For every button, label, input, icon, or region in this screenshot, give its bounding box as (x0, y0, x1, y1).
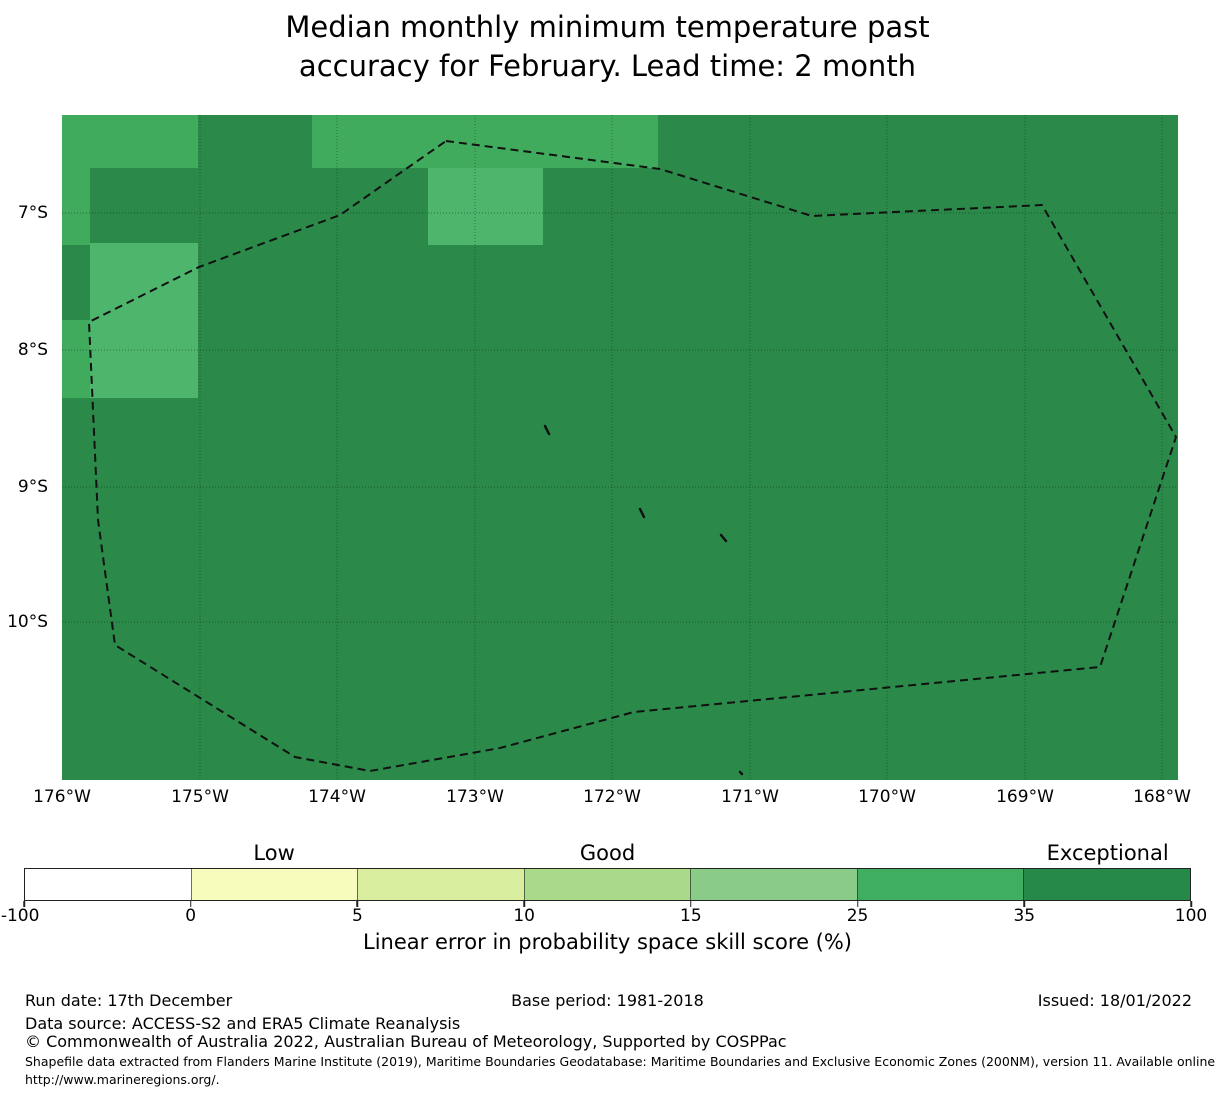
island-mark (738, 770, 744, 776)
eez-boundary-line (88, 140, 1177, 772)
colorbar-category-label: Exceptional (1046, 841, 1169, 865)
skill-cell-patch (62, 168, 90, 245)
colorbar-tickmark (690, 901, 692, 907)
skill-cell-patch (62, 115, 198, 168)
colorbar-tick-label: 100 (1174, 906, 1208, 926)
x-tick-label: 175°W (171, 787, 229, 807)
colorbar-segment (523, 869, 691, 900)
y-tick-label: 9°S (17, 477, 48, 497)
colorbar-category-label: Low (253, 841, 295, 865)
x-tick-label: 171°W (721, 787, 779, 807)
colorbar-segment (1023, 869, 1191, 900)
y-tick-label: 8°S (17, 340, 48, 360)
meta-row: Run date: 17th December Base period: 198… (0, 991, 1215, 1011)
y-tick-label: 10°S (7, 612, 48, 632)
colorbar-category-labels: Low Good Exceptional (24, 841, 1191, 867)
colorbar-tick-label: 10 (513, 906, 535, 926)
x-tick-label: 174°W (308, 787, 366, 807)
colorbar-tickmark (23, 901, 25, 907)
x-axis-ticks: 176°W 175°W 174°W 173°W 172°W 171°W 170°W 169°W… (33, 787, 1191, 809)
colorbar-axis-label: Linear error in probability space skill … (363, 930, 852, 954)
y-axis-ticks: 7°S 8°S 9°S 10°S (0, 115, 48, 780)
shapefile-note-line-2: http://www.marineregions.org/. (25, 1072, 220, 1087)
colorbar-tickmark (1023, 901, 1026, 907)
map-svg (62, 115, 1178, 780)
island-mark (719, 533, 728, 543)
island-mark (543, 424, 551, 436)
x-tick-label: 168°W (1133, 787, 1191, 807)
colorbar-tick-label: 15 (680, 906, 702, 926)
colorbar-tickmark (356, 901, 359, 907)
y-tick-label: 7°S (17, 203, 48, 223)
colorbar (24, 868, 1191, 901)
colorbar-segment (25, 869, 191, 900)
skill-cell-patch (90, 243, 198, 398)
title-line-2: accuracy for February. Lead time: 2 mont… (298, 49, 917, 83)
colorbar-category-label: Good (579, 841, 636, 865)
skill-cell-patch (62, 320, 90, 398)
colorbar-tick-label: 5 (352, 906, 363, 926)
colorbar-segment (856, 869, 1024, 900)
shapefile-note-line-1: Shapefile data extracted from Flanders M… (25, 1054, 1215, 1069)
colorbar-tickmark (523, 901, 525, 907)
skill-cell-patch (428, 168, 543, 245)
colorbar-tickmark (1190, 901, 1192, 907)
colorbar-tickmark (189, 901, 192, 907)
run-date-text: Run date: 17th December (25, 991, 233, 1010)
skill-cell-patch (312, 115, 658, 168)
colorbar-segment (357, 869, 524, 900)
colorbar-tickmarks (23, 901, 1192, 907)
x-tick-label: 169°W (996, 787, 1054, 807)
title-line-1: Median monthly minimum temperature past (285, 10, 930, 44)
colorbar-tick-label: 25 (846, 906, 869, 926)
x-tick-label: 172°W (583, 787, 641, 807)
base-period-text: Base period: 1981-2018 (511, 991, 704, 1010)
x-tick-label: 170°W (858, 787, 916, 807)
figure-title: Median monthly minimum temperature past … (0, 8, 1215, 86)
data-source-text: Data source: ACCESS-S2 and ERA5 Climate … (25, 1014, 461, 1033)
x-tick-label: 176°W (33, 787, 91, 807)
colorbar-tick-label: -100 (0, 906, 40, 926)
colorbar-tick-label: 35 (1013, 906, 1036, 926)
issued-date-text: Issued: 18/01/2022 (1037, 991, 1192, 1010)
map-area (62, 115, 1178, 780)
colorbar-segment (190, 869, 358, 900)
colorbar-segment (690, 869, 857, 900)
copyright-text: © Commonwealth of Australia 2022, Austra… (25, 1032, 787, 1051)
x-tick-label: 173°W (446, 787, 504, 807)
colorbar-tick-label: 0 (185, 906, 197, 926)
colorbar-tickmark (856, 901, 859, 907)
colorbar-tick-labels: -100 0 5 10 15 25 35 100 (1, 906, 1207, 928)
island-mark (638, 507, 646, 519)
map-base-cells (62, 115, 1178, 780)
